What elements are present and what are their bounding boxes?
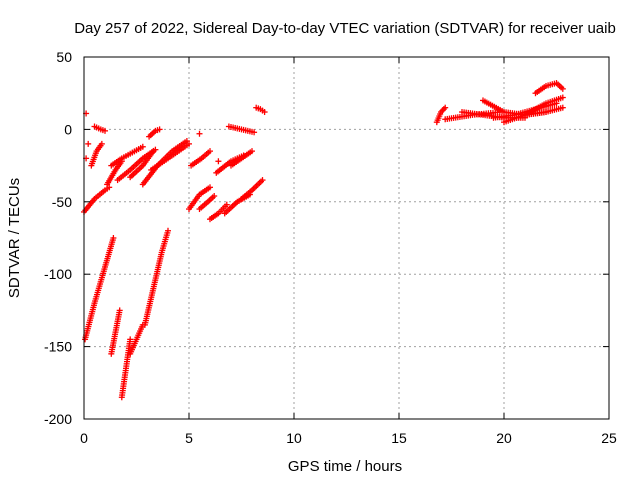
y-tick-label: -50 [52,194,72,210]
series-arc-low-start [81,184,113,215]
chart-title: Day 257 of 2022, Sidereal Day-to-day VTE… [74,20,616,37]
series-arc-z [532,80,566,97]
series-arc-m [207,201,230,223]
data-point [559,85,566,92]
data-point [249,148,255,155]
series-arc-b [108,143,146,169]
plot-frame [83,56,610,420]
series-arc-g [88,140,105,169]
x-tick-label: 25 [601,430,617,446]
data-point [98,140,105,147]
data-point [259,177,266,184]
x-tick-label: 20 [496,430,512,446]
data-point [261,109,268,116]
data-point [186,140,192,147]
x-tick-label: 5 [185,430,193,446]
data-point [165,227,171,234]
series-arc-j [186,184,213,213]
y-tick-label: 50 [56,49,72,65]
data-point [139,143,146,150]
y-tick-label: -150 [44,339,72,355]
data-point [223,201,230,208]
series-arc-deep-4 [127,321,146,357]
data-point [156,126,163,133]
data-point [150,148,157,155]
series-arc-s [253,104,268,116]
series-arc-f [148,140,192,173]
y-tick-label: -100 [44,266,72,282]
data-point [559,94,566,101]
series-arc-h [91,123,108,134]
data-point [442,104,449,111]
series-arc-t [433,104,449,126]
y-tick-label: -200 [44,411,72,427]
series-arc-deep-5 [141,227,171,328]
data-point [211,193,218,200]
data-point [559,104,566,111]
series-arc-o [238,177,266,202]
y-axis-label: SDTVAR / TECUs [6,178,23,298]
data-point [215,158,222,165]
series-arc-k [188,148,213,169]
data-point [207,148,213,155]
data-points [81,80,566,401]
series-arc-l [196,193,218,213]
series-arc-i [146,126,163,140]
y-tick-label: 0 [64,121,72,137]
data-point [127,336,134,343]
data-point [196,130,203,137]
series-arc-q [228,148,255,169]
data-point [85,140,92,147]
series-arc-aa [522,104,566,118]
series-arc-deep-3 [118,336,134,401]
x-axis-label: GPS time / hours [288,458,402,475]
data-point [110,235,117,241]
series-arc-deep-2 [108,307,123,357]
x-tick-label: 10 [286,430,302,446]
data-point [251,129,258,136]
data-point [207,184,213,191]
series-arc-r [225,123,258,136]
x-tick-label: 15 [391,430,407,446]
data-point [116,307,123,314]
series-arc-deep-1 [82,235,117,343]
x-tick-label: 0 [80,430,88,446]
axis-ticks: 0 5 10 15 20 25 -200 -150 -100 -50 0 50 [44,49,617,446]
data-point [102,127,108,134]
series-arc-d [127,148,157,181]
